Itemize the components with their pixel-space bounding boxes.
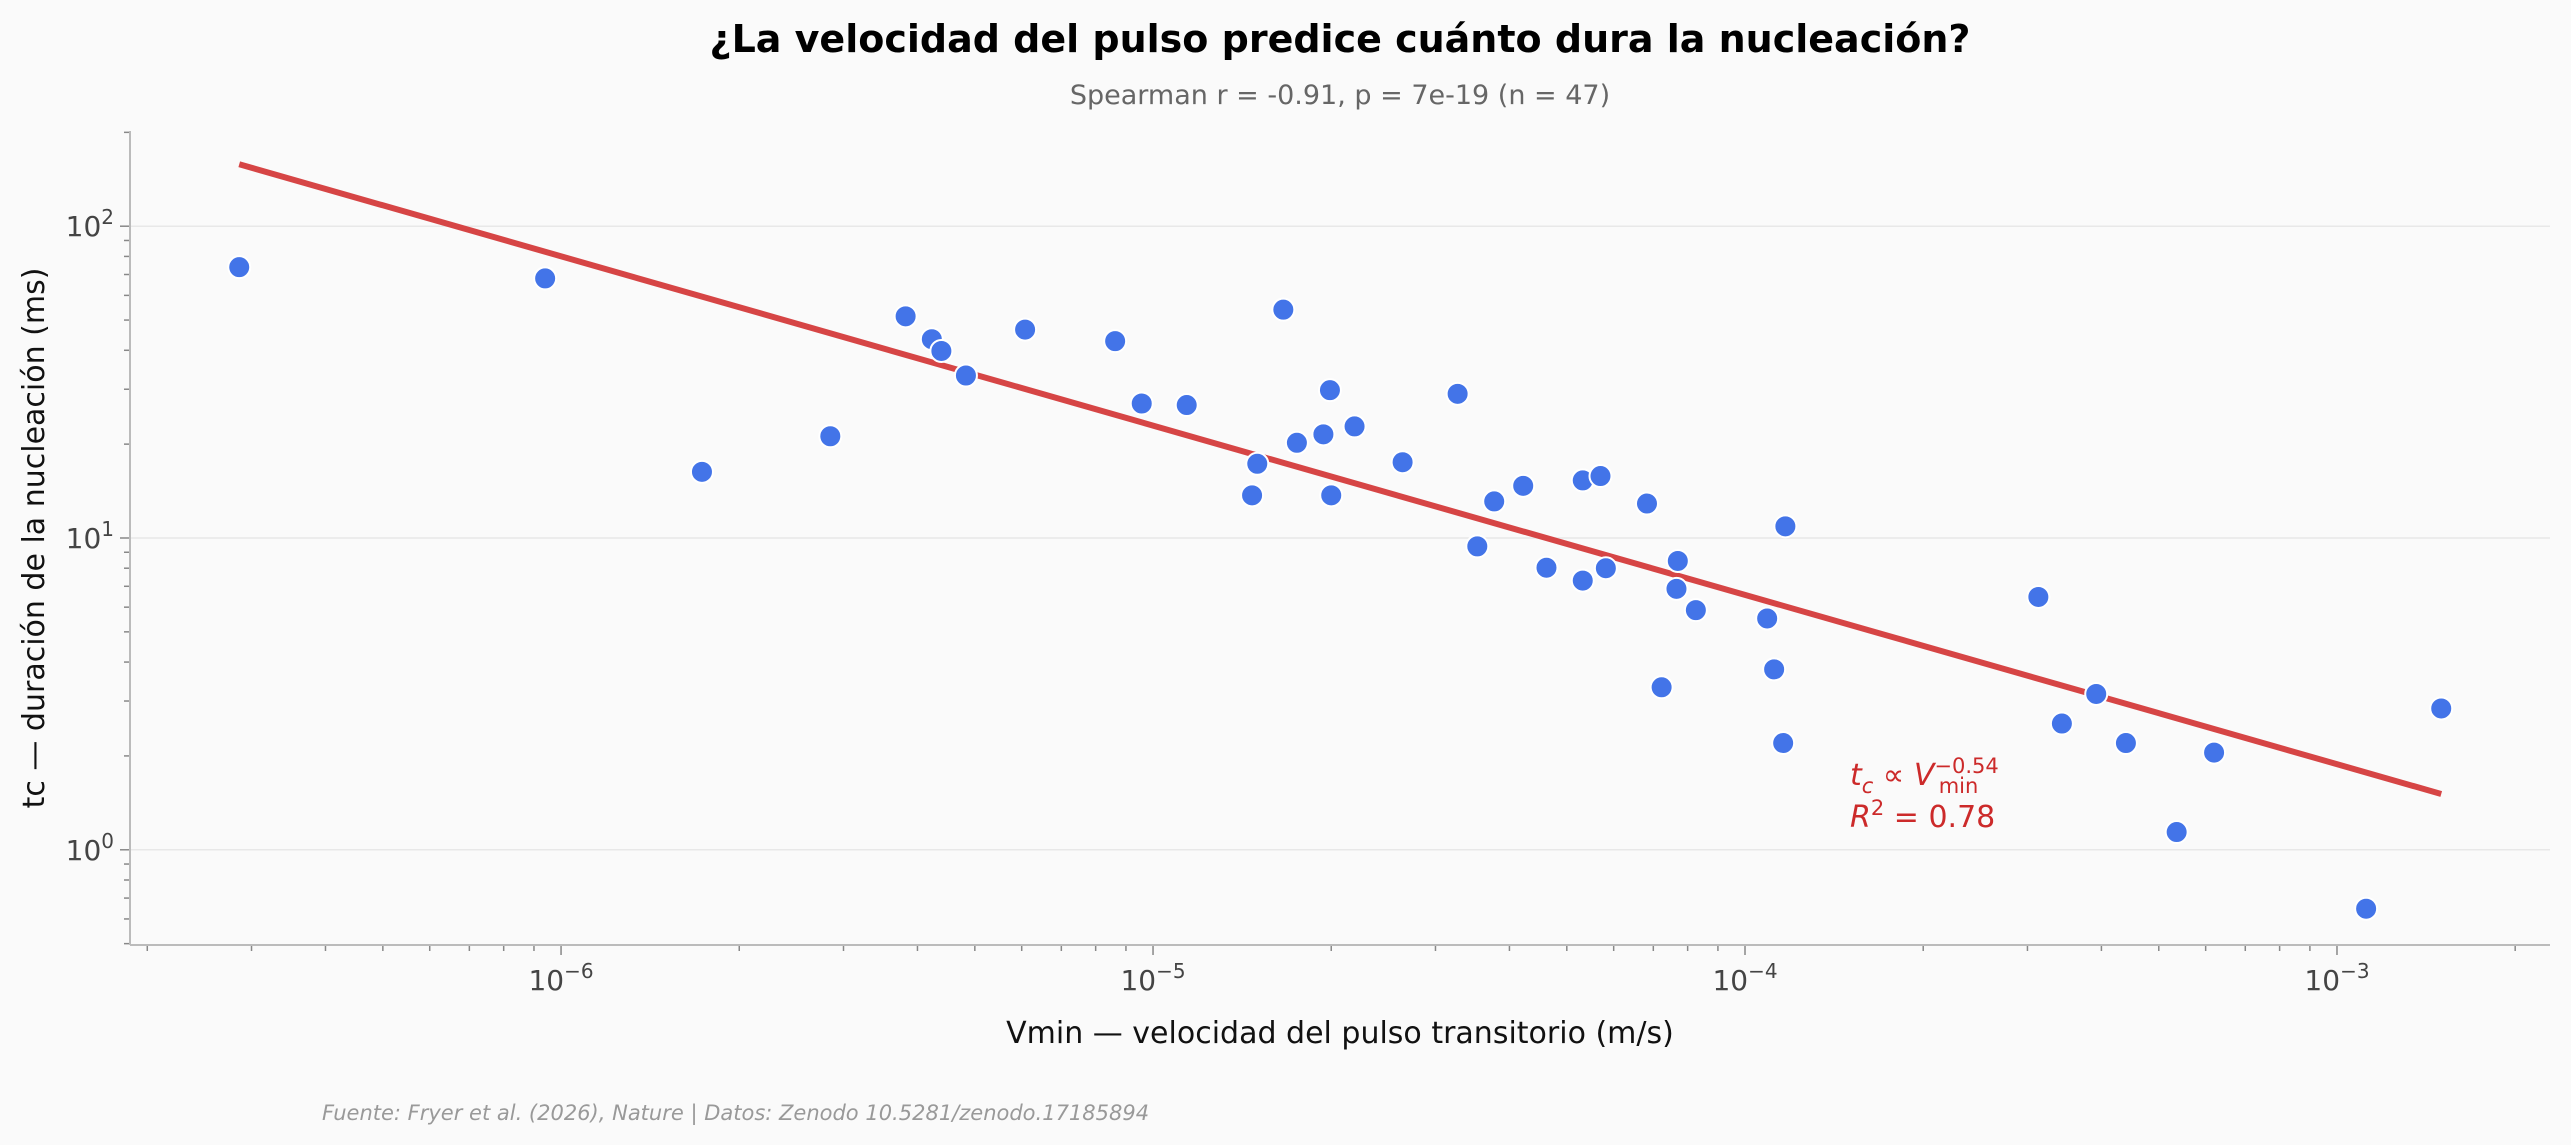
point: [1649, 675, 1674, 700]
point: [1390, 450, 1415, 475]
point: [533, 266, 558, 291]
point: [2049, 711, 2074, 736]
point: [1665, 548, 1690, 573]
y-axis-label: tc — duración de la nucleación (ms): [17, 268, 52, 809]
point: [1342, 414, 1367, 439]
point: [1664, 576, 1689, 601]
point: [1245, 451, 1270, 476]
annotation-part: R: [1850, 800, 1871, 835]
point: [1284, 430, 1309, 455]
y-tick-label: 101: [66, 517, 114, 555]
annotation-part: ∝: [1873, 758, 1914, 793]
point: [1271, 297, 1296, 322]
point: [689, 459, 714, 484]
source-note: Fuente: Fryer et al. (2026), Nature | Da…: [322, 1101, 1149, 1126]
point: [1771, 731, 1796, 756]
point: [1593, 556, 1618, 581]
point: [1103, 329, 1128, 354]
y-tick-label: 102: [66, 205, 114, 243]
point: [1773, 514, 1798, 539]
point: [893, 304, 918, 329]
point: [1013, 317, 1038, 342]
annotation-part: 2: [1871, 796, 1884, 820]
point: [1465, 534, 1490, 559]
chart-title: ¿La velocidad del pulso predice cuánto d…: [710, 17, 1971, 61]
point: [2429, 696, 2454, 721]
point: [953, 363, 978, 388]
annotation: tc ∝ V−0.54 min: [1850, 754, 1999, 798]
point: [1445, 381, 1470, 406]
annotation-part: V: [1914, 758, 1937, 793]
point: [1634, 491, 1659, 516]
point: [1240, 483, 1265, 508]
annotation-part: = 0.78: [1884, 800, 1995, 835]
x-tick-label: 10−5: [1120, 959, 1185, 997]
point: [1570, 568, 1595, 593]
point: [2084, 681, 2109, 706]
point: [1755, 606, 1780, 631]
point: [1762, 657, 1787, 682]
point: [1534, 555, 1559, 580]
point: [2354, 896, 2379, 921]
point: [1129, 391, 1154, 416]
annotation-part: −0.54: [1934, 754, 1998, 778]
point: [929, 338, 954, 363]
x-axis-label: Vmin — velocidad del pulso transitorio (…: [1006, 1016, 1674, 1051]
chart-subtitle: Spearman r = -0.91, p = 7e-19 (n = 47): [1070, 80, 1610, 111]
point: [1511, 473, 1536, 498]
point: [1482, 489, 1507, 514]
point: [818, 424, 843, 449]
point: [227, 255, 252, 280]
point: [2164, 820, 2189, 845]
point: [2026, 584, 2051, 609]
point: [1174, 393, 1199, 418]
point: [1588, 464, 1613, 489]
x-tick-label: 10−6: [528, 959, 593, 997]
x-tick-label: 10−4: [1712, 959, 1777, 997]
point: [2113, 731, 2138, 756]
annotation-part: t: [1850, 758, 1863, 793]
annotation-part: min: [1939, 774, 1979, 798]
annotation-part: c: [1862, 774, 1874, 798]
annotation: R2 = 0.78: [1850, 796, 1995, 835]
point: [1319, 483, 1344, 508]
point: [2202, 740, 2227, 765]
point: [1311, 422, 1336, 447]
x-tick-label: 10−3: [2304, 959, 2369, 997]
point: [1683, 598, 1708, 623]
point: [1317, 378, 1342, 403]
y-tick-label: 100: [66, 829, 114, 867]
fit-line: [238, 161, 2443, 797]
